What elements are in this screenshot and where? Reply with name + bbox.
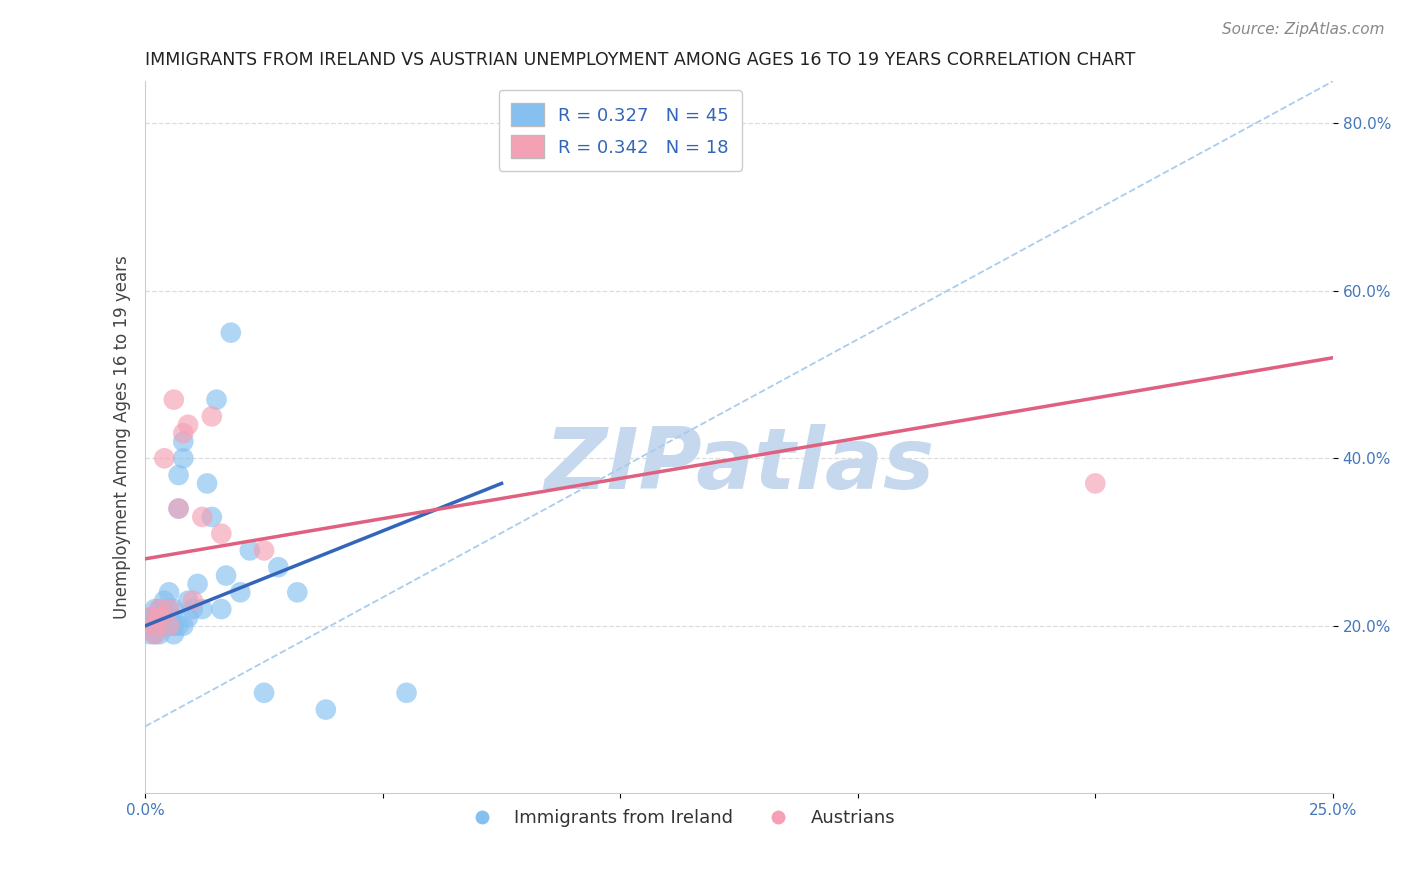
Point — [285, 585, 308, 599]
Point — [209, 526, 232, 541]
Y-axis label: Unemployment Among Ages 16 to 19 years: Unemployment Among Ages 16 to 19 years — [114, 255, 131, 619]
Point — [143, 627, 166, 641]
Point — [167, 501, 190, 516]
Point — [172, 619, 194, 633]
Point — [239, 543, 262, 558]
Point — [163, 619, 186, 633]
Point — [253, 543, 276, 558]
Point — [148, 619, 170, 633]
Point — [195, 476, 218, 491]
Point — [157, 585, 180, 599]
Point — [172, 451, 194, 466]
Point — [201, 409, 224, 424]
Point — [187, 577, 209, 591]
Point — [148, 602, 170, 616]
Point — [1084, 476, 1107, 491]
Point — [163, 392, 186, 407]
Point — [153, 451, 176, 466]
Point — [139, 610, 162, 624]
Point — [219, 326, 242, 340]
Point — [229, 585, 252, 599]
Point — [181, 593, 204, 607]
Point — [163, 602, 186, 616]
Point — [139, 619, 162, 633]
Point — [315, 702, 337, 716]
Text: IMMIGRANTS FROM IRELAND VS AUSTRIAN UNEMPLOYMENT AMONG AGES 16 TO 19 YEARS CORRE: IMMIGRANTS FROM IRELAND VS AUSTRIAN UNEM… — [145, 51, 1136, 69]
Point — [143, 619, 166, 633]
Point — [153, 619, 176, 633]
Point — [148, 602, 170, 616]
Point — [143, 619, 166, 633]
Point — [395, 686, 418, 700]
Text: ZIPatlas: ZIPatlas — [544, 425, 934, 508]
Point — [177, 593, 200, 607]
Point — [157, 619, 180, 633]
Point — [157, 619, 180, 633]
Point — [148, 610, 170, 624]
Legend: Immigrants from Ireland, Austrians: Immigrants from Ireland, Austrians — [457, 802, 903, 834]
Point — [167, 501, 190, 516]
Point — [157, 602, 180, 616]
Point — [139, 627, 162, 641]
Point — [172, 426, 194, 441]
Point — [148, 610, 170, 624]
Point — [215, 568, 238, 582]
Point — [157, 602, 180, 616]
Point — [167, 619, 190, 633]
Point — [167, 468, 190, 483]
Point — [157, 610, 180, 624]
Point — [177, 610, 200, 624]
Point — [143, 602, 166, 616]
Point — [181, 602, 204, 616]
Point — [209, 602, 232, 616]
Point — [153, 610, 176, 624]
Text: Source: ZipAtlas.com: Source: ZipAtlas.com — [1222, 22, 1385, 37]
Point — [148, 627, 170, 641]
Point — [201, 510, 224, 524]
Point — [139, 610, 162, 624]
Point — [172, 434, 194, 449]
Point — [153, 593, 176, 607]
Point — [191, 602, 214, 616]
Point — [177, 417, 200, 432]
Point — [191, 510, 214, 524]
Point — [253, 686, 276, 700]
Point — [267, 560, 290, 574]
Point — [205, 392, 228, 407]
Point — [143, 627, 166, 641]
Point — [163, 627, 186, 641]
Point — [143, 610, 166, 624]
